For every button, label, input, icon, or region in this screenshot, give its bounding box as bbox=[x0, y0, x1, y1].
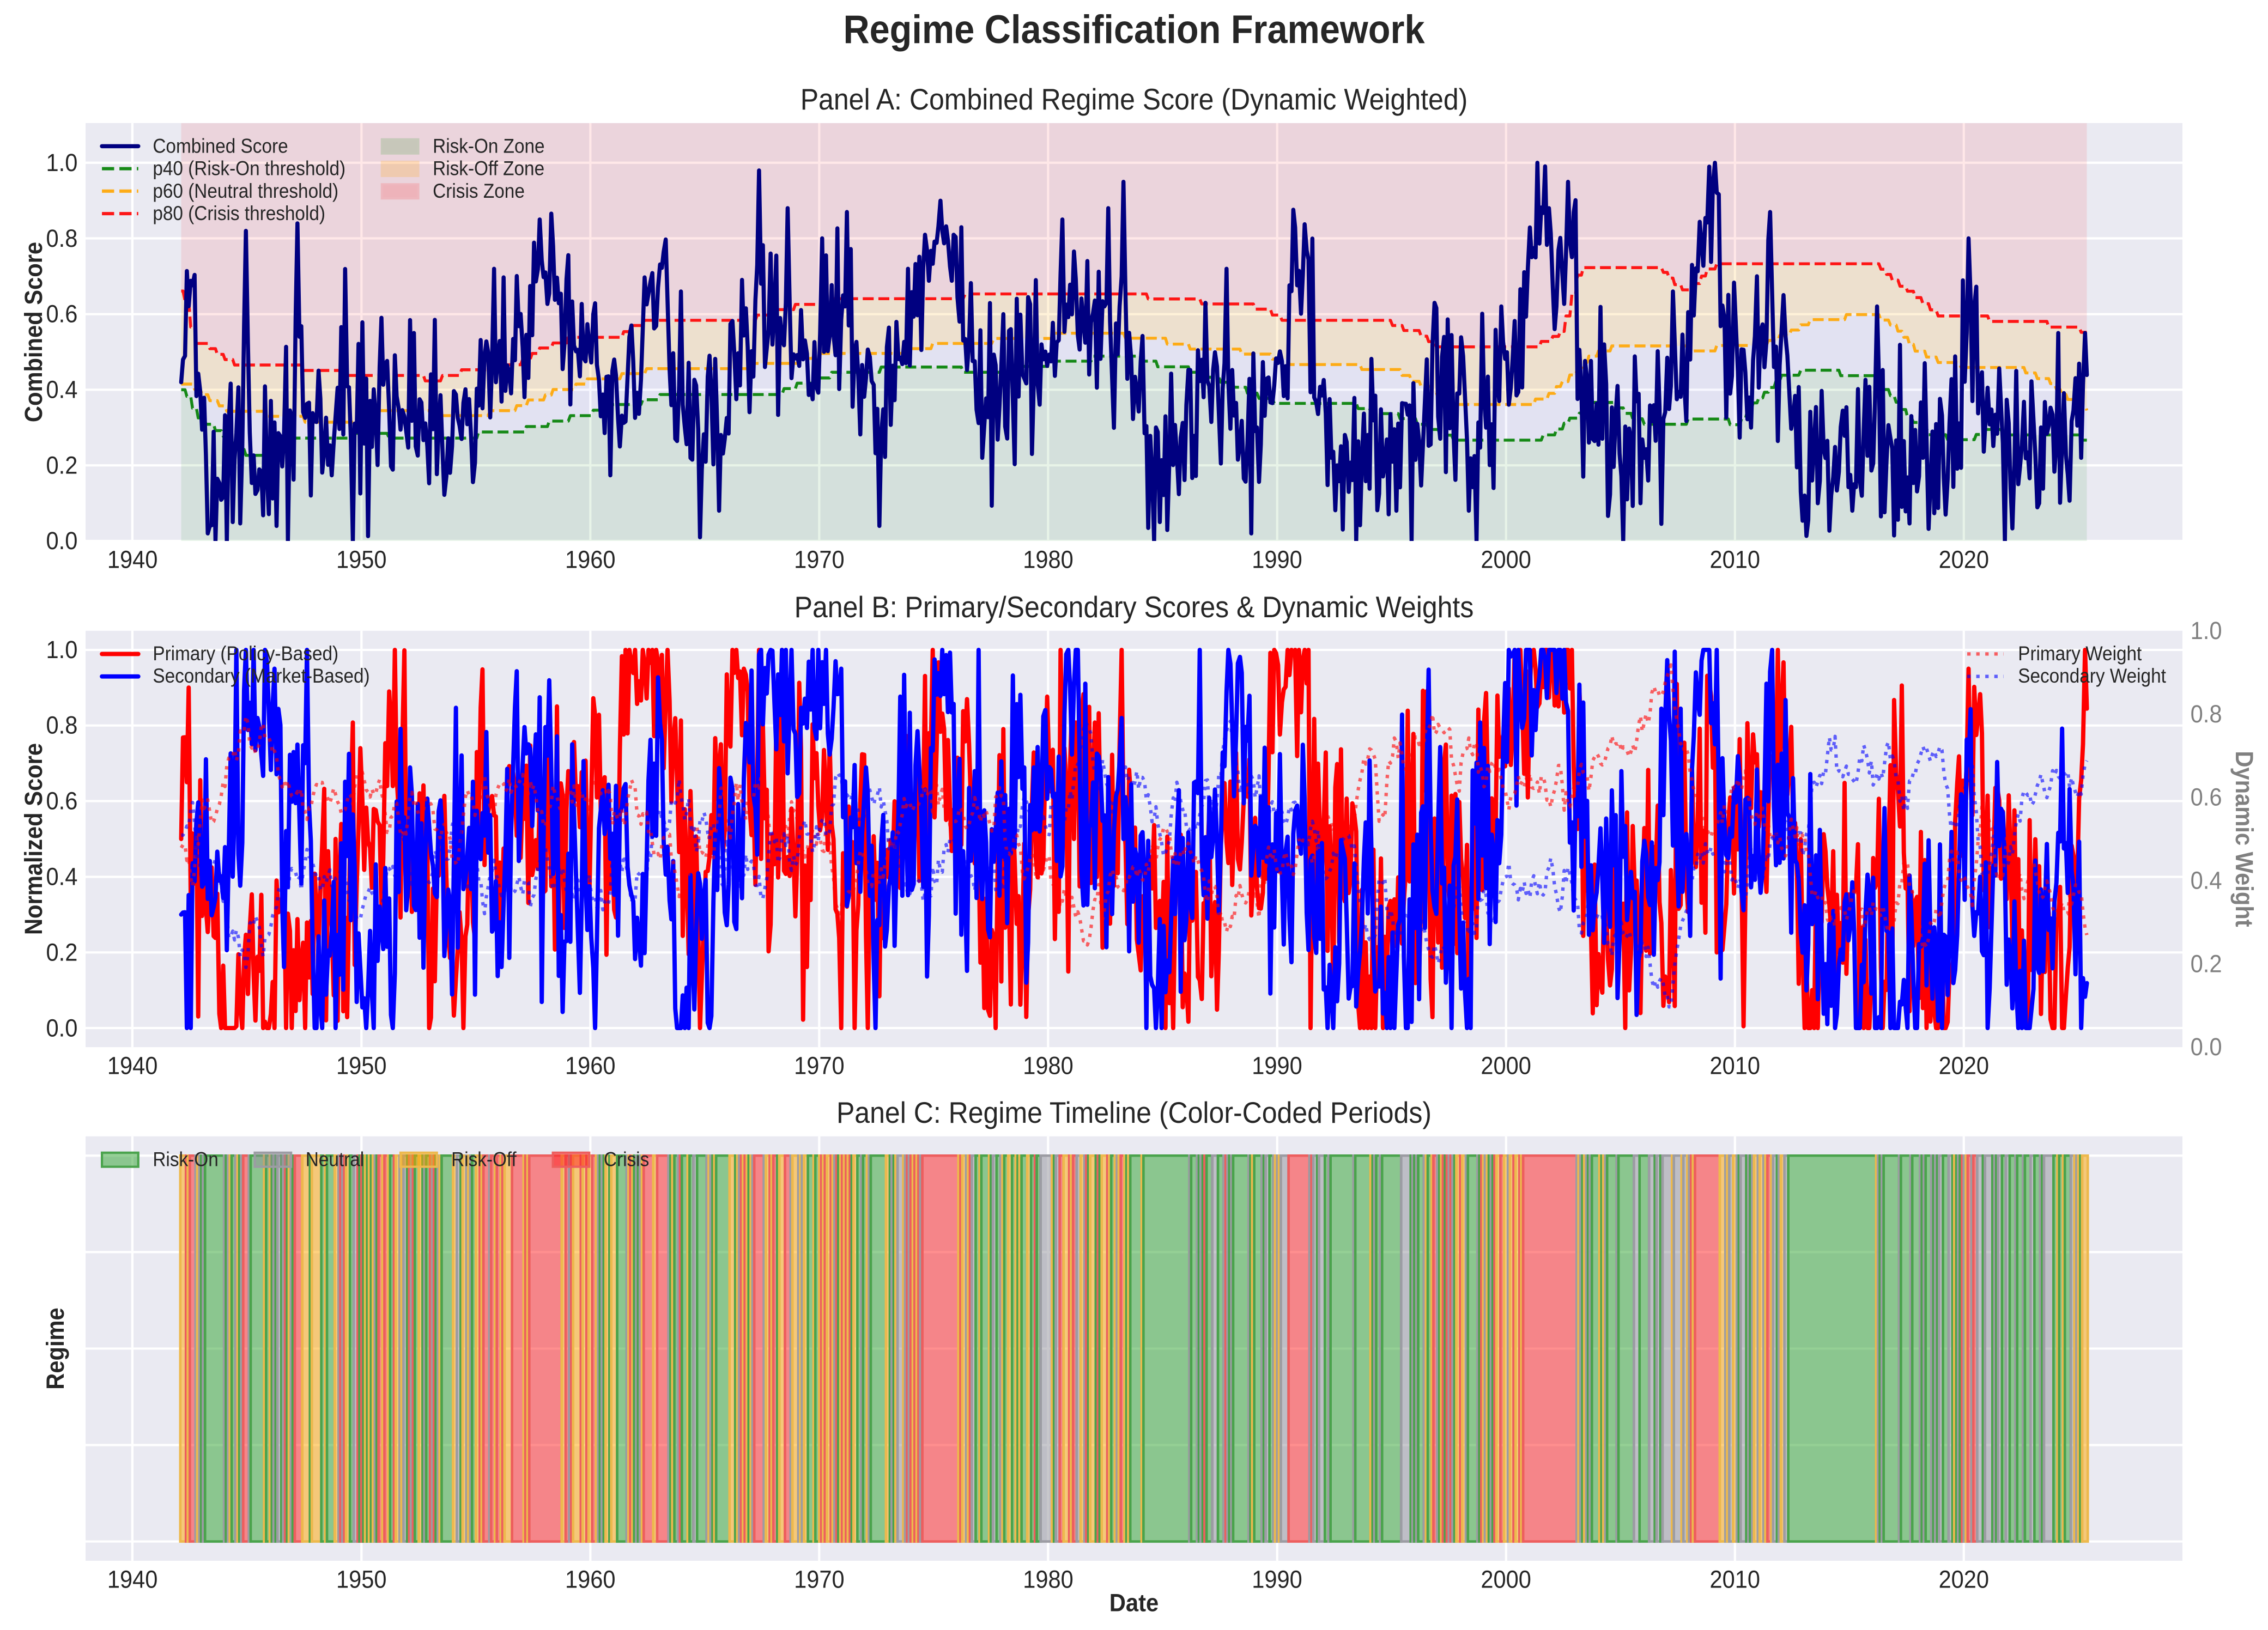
svg-text:Primary Weight: Primary Weight bbox=[2018, 642, 2142, 665]
svg-text:2010: 2010 bbox=[1709, 1565, 1760, 1593]
svg-text:1970: 1970 bbox=[794, 545, 845, 573]
svg-text:Dynamic Weight: Dynamic Weight bbox=[2230, 751, 2258, 927]
svg-text:1980: 1980 bbox=[1023, 1051, 1074, 1079]
svg-text:0.6: 0.6 bbox=[2191, 783, 2222, 811]
svg-text:1960: 1960 bbox=[565, 1051, 616, 1079]
svg-text:Panel A: Combined Regime Score: Panel A: Combined Regime Score (Dynamic … bbox=[801, 82, 1468, 116]
svg-text:0.0: 0.0 bbox=[46, 1014, 78, 1042]
svg-text:1980: 1980 bbox=[1023, 1565, 1074, 1593]
svg-text:1960: 1960 bbox=[565, 1565, 616, 1593]
svg-text:Crisis: Crisis bbox=[604, 1148, 649, 1170]
svg-text:Secondary Weight: Secondary Weight bbox=[2018, 665, 2166, 687]
svg-text:1940: 1940 bbox=[107, 1051, 157, 1079]
svg-text:0.0: 0.0 bbox=[46, 527, 78, 555]
svg-text:Primary (Policy-Based): Primary (Policy-Based) bbox=[153, 642, 338, 665]
svg-text:1960: 1960 bbox=[565, 545, 616, 573]
svg-text:1990: 1990 bbox=[1252, 1565, 1302, 1593]
svg-text:1950: 1950 bbox=[336, 1051, 387, 1079]
svg-text:1940: 1940 bbox=[107, 545, 157, 573]
svg-text:2020: 2020 bbox=[1939, 1565, 1990, 1593]
svg-text:2020: 2020 bbox=[1939, 545, 1990, 573]
svg-text:0.6: 0.6 bbox=[46, 300, 78, 328]
svg-text:0.8: 0.8 bbox=[46, 711, 78, 739]
svg-text:0.2: 0.2 bbox=[46, 451, 78, 479]
svg-text:0.2: 0.2 bbox=[46, 938, 78, 966]
svg-text:1.0: 1.0 bbox=[46, 149, 78, 177]
svg-text:0.0: 0.0 bbox=[2191, 1033, 2222, 1061]
svg-text:Risk-Off Zone: Risk-Off Zone bbox=[433, 157, 544, 180]
svg-text:0.8: 0.8 bbox=[2191, 700, 2222, 728]
svg-text:Regime: Regime bbox=[41, 1307, 69, 1389]
svg-text:2000: 2000 bbox=[1481, 1565, 1531, 1593]
svg-text:Neutral: Neutral bbox=[306, 1148, 365, 1170]
svg-text:0.4: 0.4 bbox=[46, 375, 78, 403]
svg-text:1990: 1990 bbox=[1252, 1051, 1302, 1079]
svg-text:0.6: 0.6 bbox=[46, 787, 78, 815]
svg-text:0.2: 0.2 bbox=[2191, 950, 2222, 977]
svg-text:Risk-On: Risk-On bbox=[153, 1148, 218, 1170]
svg-text:1970: 1970 bbox=[794, 1051, 845, 1079]
svg-text:0.8: 0.8 bbox=[46, 224, 78, 252]
svg-text:Regime Classification Framewor: Regime Classification Framework bbox=[843, 7, 1424, 52]
svg-text:Secondary (Market-Based): Secondary (Market-Based) bbox=[153, 665, 369, 687]
svg-text:2000: 2000 bbox=[1481, 545, 1531, 573]
svg-text:0.4: 0.4 bbox=[46, 863, 78, 891]
svg-text:1950: 1950 bbox=[336, 1565, 387, 1593]
svg-text:2010: 2010 bbox=[1709, 1051, 1760, 1079]
svg-text:p40 (Risk-On threshold): p40 (Risk-On threshold) bbox=[153, 157, 345, 180]
svg-text:Crisis Zone: Crisis Zone bbox=[433, 180, 525, 202]
svg-text:Risk-Off: Risk-Off bbox=[451, 1148, 517, 1170]
svg-text:Panel C: Regime Timeline (Colo: Panel C: Regime Timeline (Color-Coded Pe… bbox=[836, 1096, 1432, 1129]
svg-text:Normalized Score: Normalized Score bbox=[20, 743, 47, 935]
svg-text:Panel B: Primary/Secondary Sco: Panel B: Primary/Secondary Scores & Dyna… bbox=[795, 590, 1474, 624]
svg-text:p60 (Neutral threshold): p60 (Neutral threshold) bbox=[153, 180, 338, 202]
svg-text:p80 (Crisis threshold): p80 (Crisis threshold) bbox=[153, 202, 325, 224]
svg-text:Date: Date bbox=[1109, 1589, 1159, 1616]
svg-text:1940: 1940 bbox=[107, 1565, 157, 1593]
svg-text:2020: 2020 bbox=[1939, 1051, 1990, 1079]
svg-text:2000: 2000 bbox=[1481, 1051, 1531, 1079]
svg-text:1.0: 1.0 bbox=[46, 636, 78, 664]
svg-text:Combined Score: Combined Score bbox=[153, 135, 288, 157]
svg-text:1970: 1970 bbox=[794, 1565, 845, 1593]
svg-text:1950: 1950 bbox=[336, 545, 387, 573]
svg-text:0.4: 0.4 bbox=[2191, 866, 2222, 894]
svg-text:1980: 1980 bbox=[1023, 545, 1074, 573]
svg-text:Risk-On Zone: Risk-On Zone bbox=[433, 135, 544, 157]
svg-text:Combined Score: Combined Score bbox=[20, 242, 47, 422]
svg-text:1990: 1990 bbox=[1252, 545, 1302, 573]
svg-text:1.0: 1.0 bbox=[2191, 617, 2222, 644]
svg-text:2010: 2010 bbox=[1709, 545, 1760, 573]
